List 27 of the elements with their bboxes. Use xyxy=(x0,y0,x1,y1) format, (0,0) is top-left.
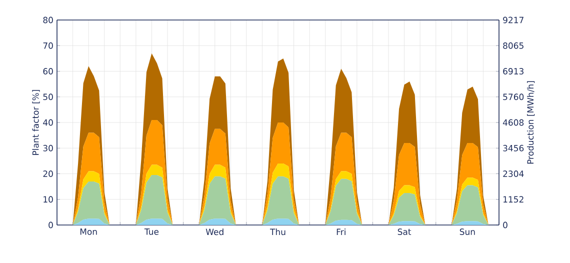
x-tick-label: Wed xyxy=(206,228,224,236)
y-tick-label: 20 xyxy=(43,170,53,177)
y-tick-label: 60 xyxy=(43,68,53,74)
y2-tick-label: 0 xyxy=(503,222,508,228)
y-tick-label: 70 xyxy=(43,42,53,49)
y2-tick-label: 4608 xyxy=(502,119,524,126)
y2-tick-label: 6913 xyxy=(503,68,524,74)
x-tick-label: Tue xyxy=(144,228,159,235)
y-tick-label: 10 xyxy=(44,196,53,203)
x-tick-label: Sat xyxy=(398,228,412,235)
x-tick-label: Fri xyxy=(336,228,346,235)
y2-tick-label: 9217 xyxy=(503,16,524,24)
y-tick-label: 0 xyxy=(48,222,53,228)
y-tick-label: 40 xyxy=(43,119,53,126)
y2-tick-label: 1152 xyxy=(503,196,524,203)
y2-tick-label: 3456 xyxy=(503,144,524,152)
y2-tick-label: 8065 xyxy=(503,42,524,49)
y-axis-title: Plant factor [%] xyxy=(32,90,40,155)
x-tick-label: Mon xyxy=(80,228,97,235)
y-tick-label: 30 xyxy=(43,144,53,152)
y2-tick-label: 5760 xyxy=(503,94,524,100)
x-tick-label: Sun xyxy=(460,228,475,235)
y2-axis-title: Production [MWh/h] xyxy=(527,81,535,164)
y2-tick-label: 2304 xyxy=(503,170,524,177)
x-tick-label: Thu xyxy=(270,228,286,236)
y-tick-label: 50 xyxy=(43,94,53,100)
y-tick-label: 80 xyxy=(43,16,53,24)
